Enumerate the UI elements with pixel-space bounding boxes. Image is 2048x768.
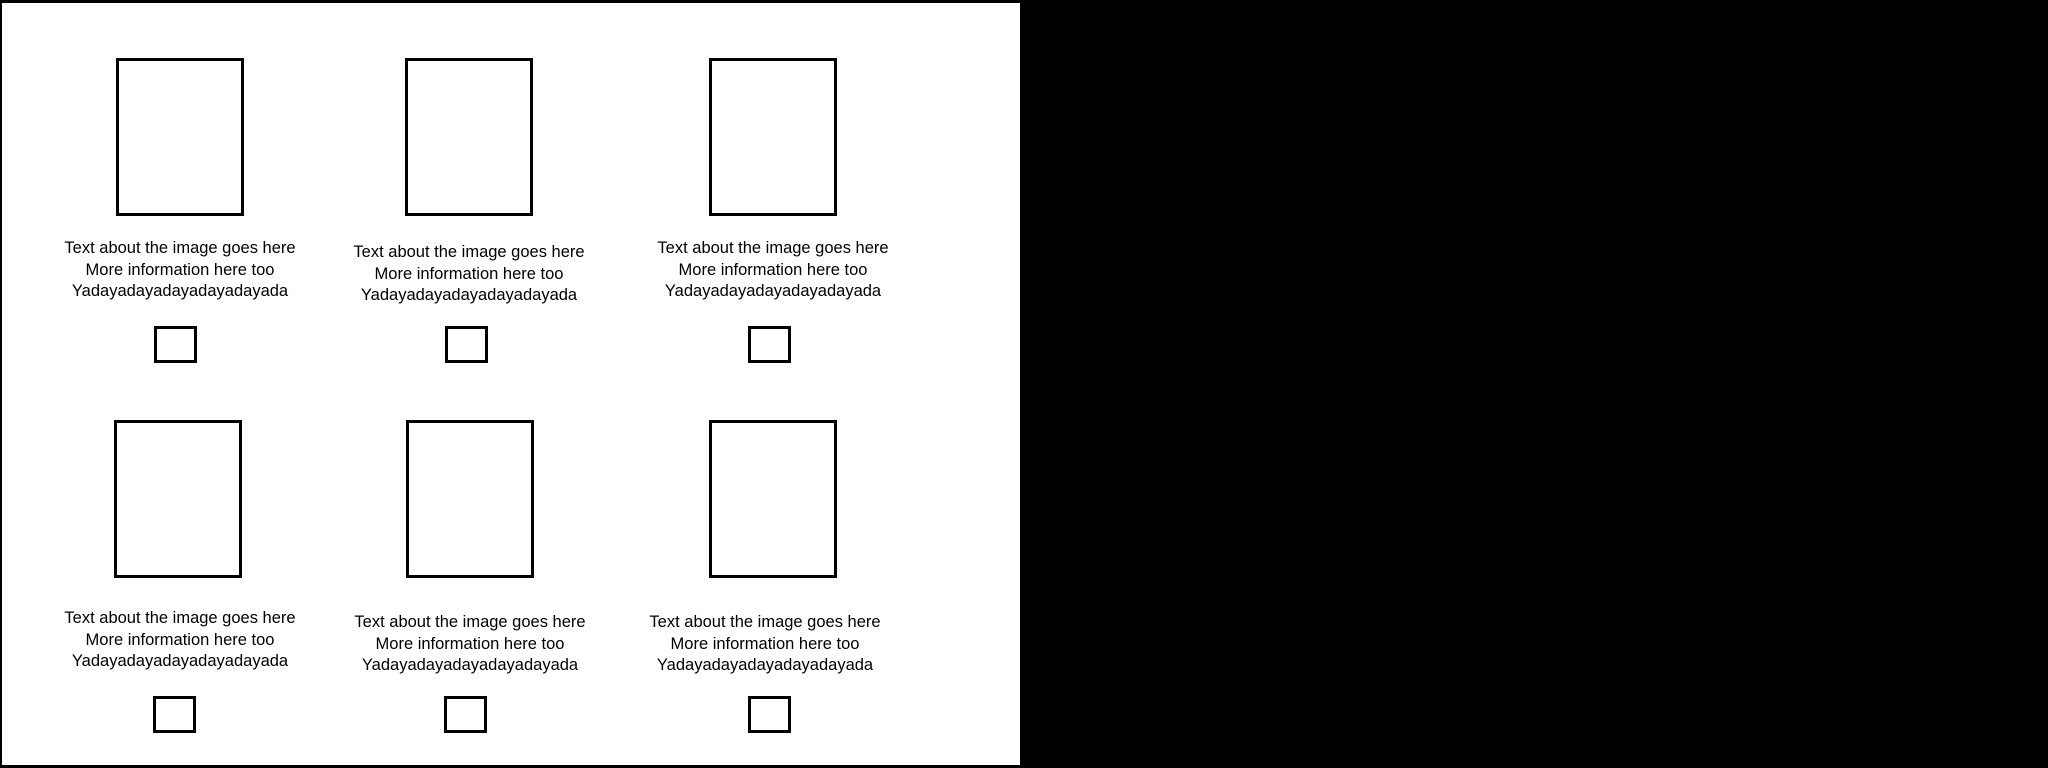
image-card-5: Text about the image goes here More info… [347,420,607,750]
image-placeholder [405,58,533,216]
caption-line-2: More information here too [375,634,565,653]
select-checkbox[interactable] [445,326,488,363]
image-placeholder [116,58,244,216]
caption-line-2: More information here too [670,634,860,653]
image-card-3: Text about the image goes here More info… [650,58,910,388]
caption-line-1: Text about the image goes here [64,239,296,257]
image-card-4: Text about the image goes here More info… [57,420,317,750]
select-checkbox[interactable] [748,326,791,363]
caption-line-2: More information here too [85,630,275,649]
caption-line-2: More information here too [374,264,564,283]
image-card-6: Text about the image goes here More info… [642,420,902,750]
image-caption: Text about the image goes here More info… [650,238,896,303]
select-checkbox[interactable] [444,696,487,733]
image-caption: Text about the image goes here More info… [642,612,888,677]
caption-line-1: Text about the image goes here [64,609,296,627]
caption-line-1: Text about the image goes here [649,613,881,631]
select-checkbox[interactable] [153,696,196,733]
caption-line-3: Yadayadayadayadayadayada [361,656,579,674]
caption-line-1: Text about the image goes here [354,613,586,631]
caption-line-2: More information here too [678,260,868,279]
caption-line-3: Yadayadayadayadayadayada [71,282,289,300]
caption-line-1: Text about the image goes here [657,239,889,257]
select-checkbox[interactable] [154,326,197,363]
image-placeholder [114,420,242,578]
image-card-2: Text about the image goes here More info… [346,58,606,388]
image-placeholder [709,420,837,578]
select-checkbox[interactable] [748,696,791,733]
caption-line-3: Yadayadayadayadayadayada [71,652,289,670]
image-caption: Text about the image goes here More info… [57,238,303,303]
caption-line-1: Text about the image goes here [353,243,585,261]
image-caption: Text about the image goes here More info… [346,242,592,307]
image-placeholder [709,58,837,216]
image-caption: Text about the image goes here More info… [57,608,303,673]
caption-line-2: More information here too [85,260,275,279]
empty-black-region [1021,0,2048,768]
image-card-1: Text about the image goes here More info… [57,58,317,388]
caption-line-3: Yadayadayadayadayadayada [656,656,874,674]
image-caption: Text about the image goes here More info… [347,612,593,677]
content-panel: Text about the image goes here More info… [2,3,1020,765]
image-placeholder [406,420,534,578]
caption-line-3: Yadayadayadayadayadayada [664,282,882,300]
caption-line-3: Yadayadayadayadayadayada [360,286,578,304]
